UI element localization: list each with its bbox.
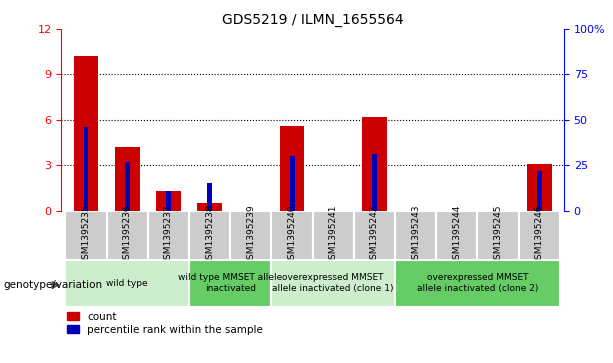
Text: wild type: wild type: [107, 279, 148, 287]
Bar: [189, 211, 230, 260]
Bar: [125, 162, 130, 211]
Text: wild type MMSET allele
inactivated: wild type MMSET allele inactivated: [178, 273, 283, 293]
Text: GSM1395237: GSM1395237: [164, 205, 173, 265]
Title: GDS5219 / ILMN_1655564: GDS5219 / ILMN_1655564: [222, 13, 403, 26]
Text: GSM1395235: GSM1395235: [82, 205, 91, 265]
Bar: [66, 211, 107, 260]
Text: GSM1395240: GSM1395240: [287, 205, 297, 265]
Bar: [289, 156, 294, 211]
Bar: [107, 211, 148, 260]
Bar: [148, 211, 189, 260]
Bar: [166, 191, 171, 211]
Bar: [436, 211, 478, 260]
Text: GSM1395238: GSM1395238: [205, 205, 214, 265]
Bar: [537, 171, 542, 211]
Text: GSM1395241: GSM1395241: [329, 205, 338, 265]
Bar: [395, 260, 560, 307]
Text: GSM1395242: GSM1395242: [370, 205, 379, 265]
Bar: [362, 117, 387, 211]
Bar: [478, 211, 519, 260]
Bar: [280, 126, 305, 211]
Bar: [207, 183, 212, 211]
Text: overexpressed MMSET
allele inactivated (clone 1): overexpressed MMSET allele inactivated (…: [273, 273, 394, 293]
Bar: [354, 211, 395, 260]
Text: GSM1395243: GSM1395243: [411, 205, 420, 265]
Bar: [74, 56, 98, 211]
Bar: [156, 191, 181, 211]
Text: genotype/variation: genotype/variation: [3, 280, 102, 290]
Text: overexpressed MMSET
allele inactivated (clone 2): overexpressed MMSET allele inactivated (…: [417, 273, 538, 293]
Bar: [115, 147, 140, 211]
Bar: [189, 260, 272, 307]
Bar: [527, 164, 552, 211]
Bar: [197, 203, 222, 211]
Bar: [313, 211, 354, 260]
Legend: count, percentile rank within the sample: count, percentile rank within the sample: [66, 312, 263, 335]
Bar: [395, 211, 436, 260]
Bar: [372, 154, 377, 211]
Bar: [230, 211, 272, 260]
Text: GSM1395246: GSM1395246: [535, 205, 544, 265]
Bar: [83, 127, 88, 211]
Text: GSM1395239: GSM1395239: [246, 205, 256, 265]
Bar: [272, 211, 313, 260]
Text: GSM1395236: GSM1395236: [123, 205, 132, 265]
Bar: [519, 211, 560, 260]
Text: GSM1395245: GSM1395245: [493, 205, 503, 265]
Text: GSM1395244: GSM1395244: [452, 205, 462, 265]
Bar: [272, 260, 395, 307]
Bar: [66, 260, 189, 307]
